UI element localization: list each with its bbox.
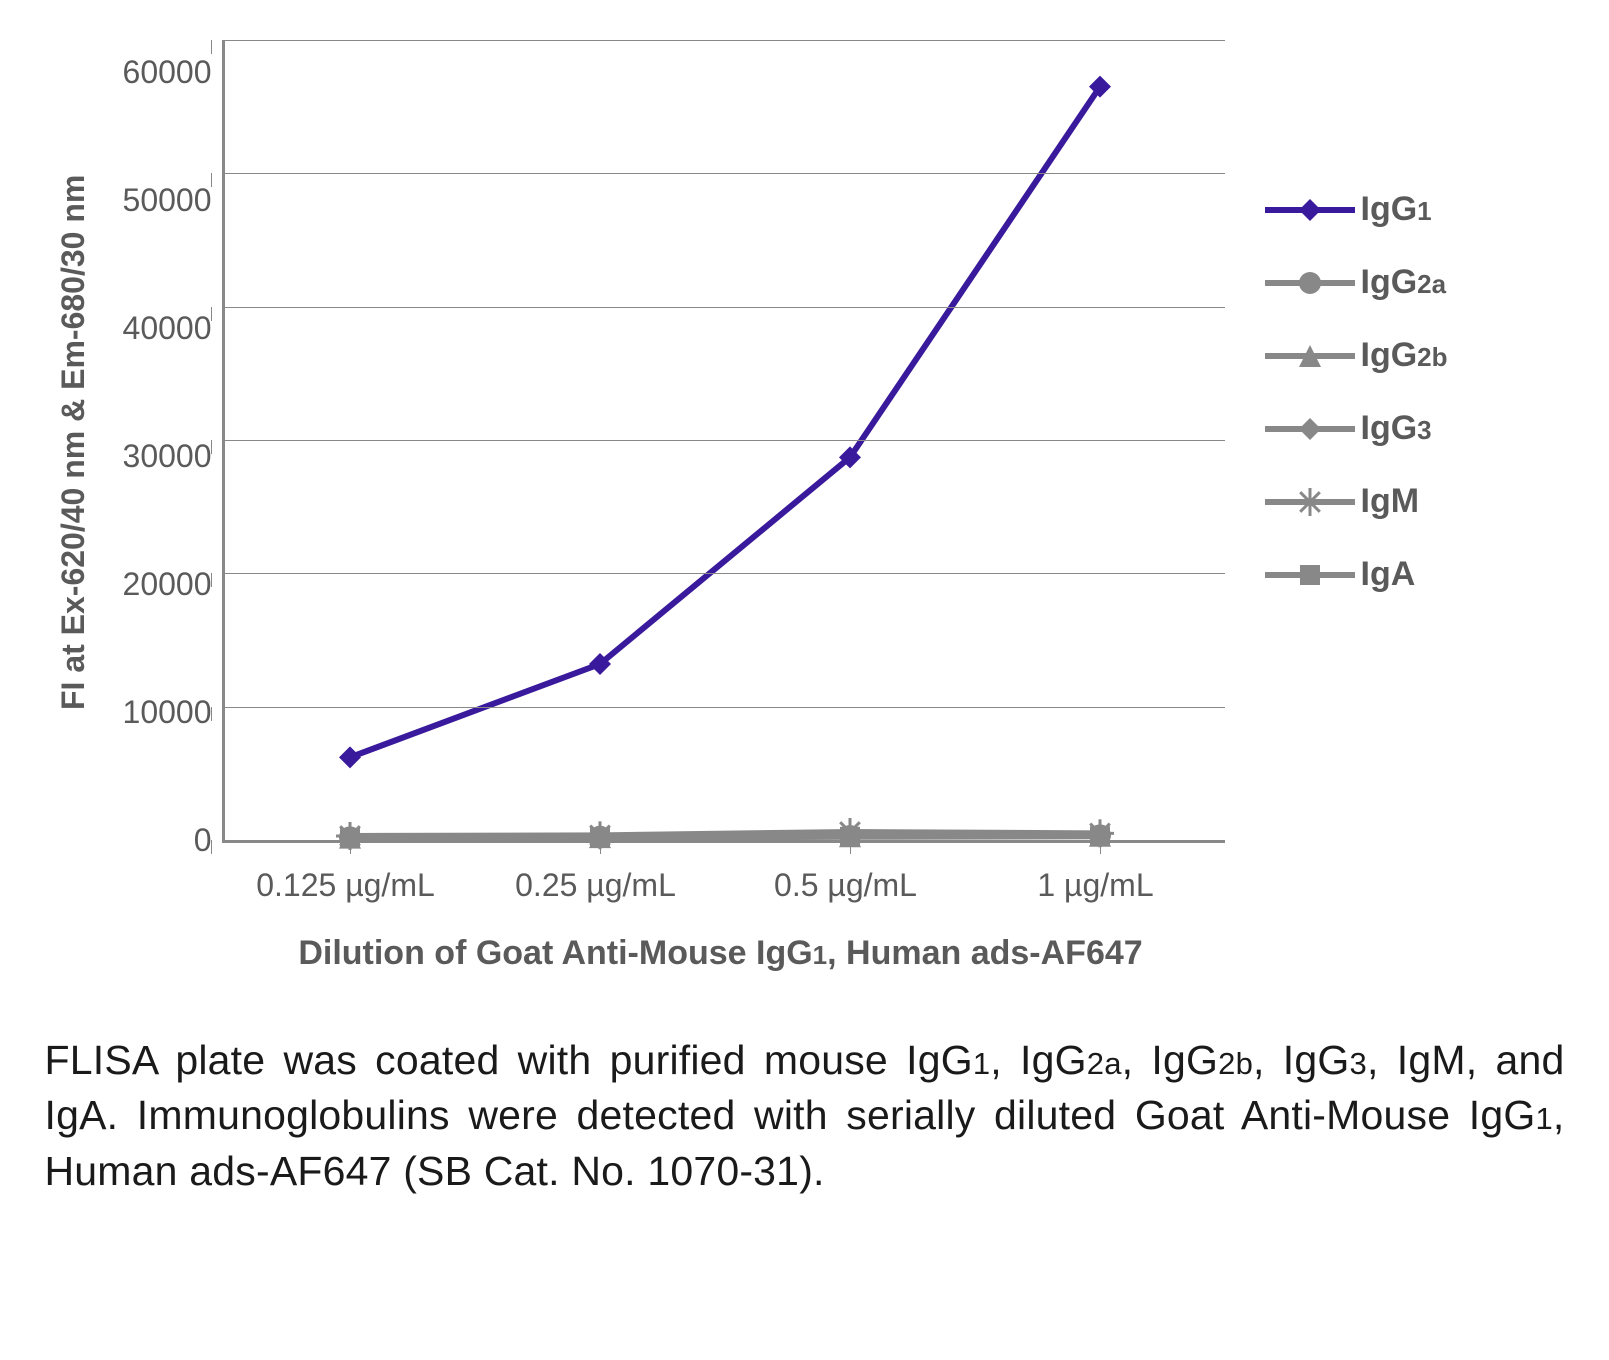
x-tick-mark (600, 840, 601, 854)
legend-swatch (1265, 499, 1355, 505)
legend-item-IgA: IgA (1265, 555, 1448, 594)
legend-item-IgG1: IgG1 (1265, 190, 1448, 229)
x-tick-mark (1100, 840, 1101, 854)
gridline (225, 173, 1225, 174)
flisa-chart-figure: FI at Ex-620/40 nm & Em-680/30 nm 60000 5… (45, 40, 1565, 1199)
series-line-IgA (350, 836, 1100, 838)
y-tick-label: 60000 (92, 56, 212, 88)
legend-swatch (1265, 280, 1355, 286)
x-axis-labels: 0.125 µg/mL0.25 µg/mL0.5 µg/mL1 µg/mL (221, 843, 1221, 904)
gridline (225, 40, 1225, 41)
y-tick-label: 10000 (92, 696, 212, 728)
legend-swatch (1265, 572, 1355, 578)
plot-area (222, 40, 1225, 843)
y-tick-label: 40000 (92, 312, 212, 344)
y-tick-mark (211, 440, 212, 454)
y-tick-label: 20000 (92, 568, 212, 600)
y-tick-mark (211, 840, 212, 854)
gridline (225, 307, 1225, 308)
y-tick-mark (211, 40, 212, 54)
legend-label: IgG1 (1361, 190, 1432, 229)
series-marker-IgG1 (339, 746, 361, 768)
legend-label: IgG2b (1361, 336, 1448, 375)
x-axis-title: Dilution of Goat Anti-Mouse IgG1, Human … (221, 934, 1221, 973)
legend-label: IgG2a (1361, 263, 1447, 302)
chart-legend: IgG1 IgG2a IgG2b IgG3 IgM IgA (1225, 40, 1448, 628)
x-tick-label: 1 µg/mL (971, 867, 1221, 904)
legend-item-IgG3: IgG3 (1265, 409, 1448, 448)
y-tick-label: 30000 (92, 440, 212, 472)
gridline (225, 440, 1225, 441)
gridline (225, 573, 1225, 574)
y-axis-label: FI at Ex-620/40 nm & Em-680/30 nm (45, 42, 92, 842)
y-tick-mark (211, 173, 212, 187)
x-tick-label: 0.25 µg/mL (471, 867, 721, 904)
legend-label: IgA (1361, 555, 1416, 594)
legend-label: IgG3 (1361, 409, 1432, 448)
y-tick-label: 0 (92, 824, 212, 856)
gridline (225, 707, 1225, 708)
x-tick-mark (350, 840, 351, 854)
legend-swatch (1265, 426, 1355, 432)
x-tick-label: 0.5 µg/mL (721, 867, 971, 904)
legend-swatch (1265, 207, 1355, 213)
legend-item-IgM: IgM (1265, 482, 1448, 521)
y-axis-ticks: 6000050000400003000020000100000 (92, 40, 222, 840)
legend-item-IgG2a: IgG2a (1265, 263, 1448, 302)
x-tick-mark (850, 840, 851, 854)
legend-swatch (1265, 353, 1355, 359)
y-tick-mark (211, 707, 212, 721)
y-tick-label: 50000 (92, 184, 212, 216)
legend-item-IgG2b: IgG2b (1265, 336, 1448, 375)
y-tick-mark (211, 307, 212, 321)
series-line-IgG1 (350, 87, 1100, 758)
x-tick-label: 0.125 µg/mL (221, 867, 471, 904)
y-tick-mark (211, 573, 212, 587)
figure-caption: FLISA plate was coated with purified mou… (45, 1033, 1565, 1199)
legend-label: IgM (1361, 482, 1420, 521)
